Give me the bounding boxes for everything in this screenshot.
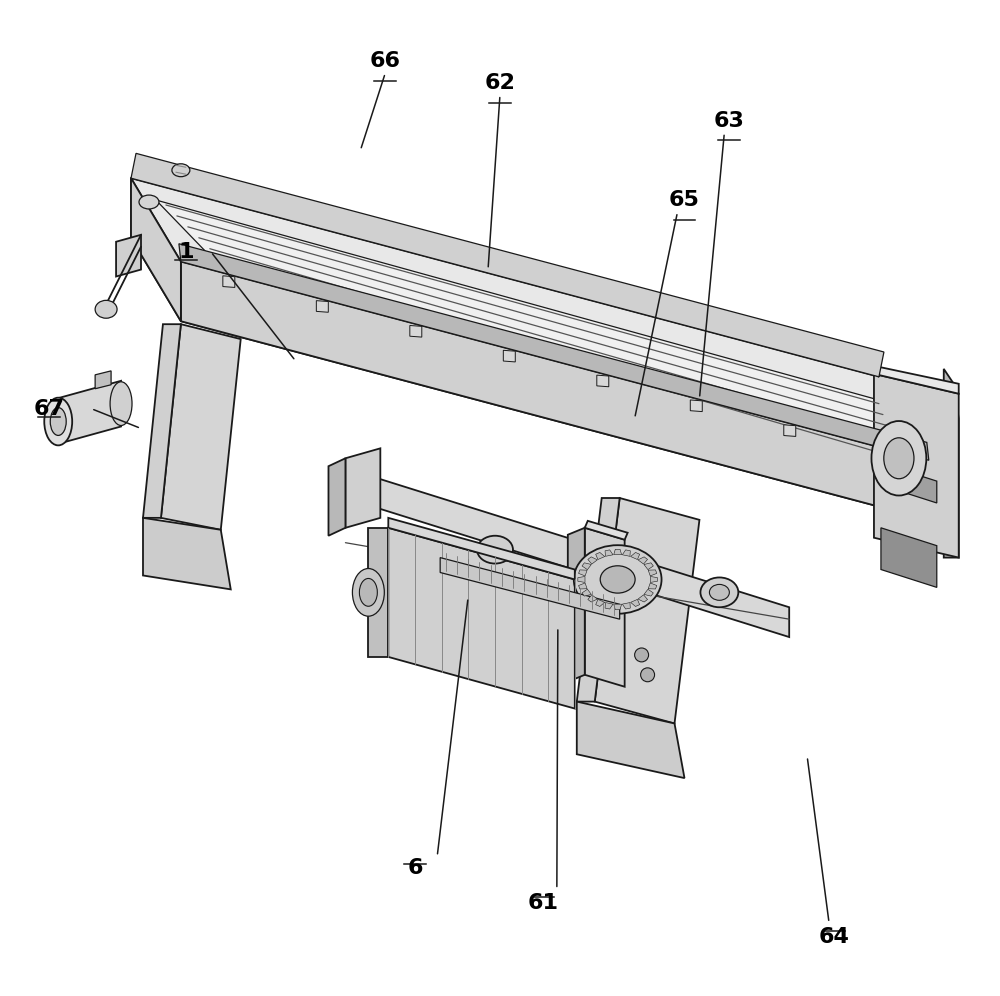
Polygon shape [874,374,959,558]
Text: 67: 67 [34,398,65,418]
Ellipse shape [871,421,926,496]
Polygon shape [881,528,937,588]
Polygon shape [328,458,345,536]
Polygon shape [179,244,929,460]
Ellipse shape [600,566,635,593]
Ellipse shape [139,195,159,209]
Text: 61: 61 [527,893,558,913]
Polygon shape [345,468,789,637]
Polygon shape [881,463,937,503]
Polygon shape [577,498,620,701]
Ellipse shape [50,407,66,435]
Polygon shape [116,235,141,277]
Polygon shape [143,518,231,590]
Polygon shape [345,448,380,528]
Polygon shape [596,553,605,560]
Ellipse shape [574,545,662,614]
Polygon shape [614,605,622,610]
Polygon shape [585,528,625,686]
Polygon shape [631,553,640,560]
Polygon shape [181,262,929,520]
Polygon shape [650,577,657,583]
Polygon shape [877,449,889,461]
Polygon shape [784,425,796,436]
Polygon shape [588,595,597,602]
Polygon shape [622,550,630,557]
Polygon shape [568,528,585,681]
Polygon shape [410,326,422,337]
Ellipse shape [709,585,729,601]
Ellipse shape [477,536,513,564]
Polygon shape [690,400,702,411]
Polygon shape [131,153,884,376]
Polygon shape [388,528,575,708]
Text: 1: 1 [178,242,194,262]
Polygon shape [631,600,640,607]
Polygon shape [95,371,111,388]
Ellipse shape [359,579,377,607]
Polygon shape [582,590,591,596]
Polygon shape [638,557,648,564]
Polygon shape [605,550,613,557]
Polygon shape [161,324,241,530]
Polygon shape [597,375,609,386]
Circle shape [635,648,649,662]
Polygon shape [648,570,657,576]
Ellipse shape [95,301,117,319]
Polygon shape [388,518,575,580]
Text: 65: 65 [669,190,700,210]
Text: 66: 66 [370,51,401,71]
Polygon shape [944,369,959,558]
Polygon shape [644,590,653,596]
Polygon shape [368,528,388,657]
Polygon shape [577,701,684,778]
Polygon shape [503,351,515,362]
Polygon shape [614,550,622,555]
Ellipse shape [700,578,738,608]
Polygon shape [595,498,699,723]
Polygon shape [605,603,613,609]
Ellipse shape [172,163,190,176]
Polygon shape [579,583,587,589]
Polygon shape [585,521,628,540]
Ellipse shape [352,569,384,617]
Polygon shape [131,178,879,436]
Text: 64: 64 [819,927,850,947]
Polygon shape [56,380,121,444]
Polygon shape [156,200,904,450]
Polygon shape [596,600,605,607]
Polygon shape [143,324,181,518]
Polygon shape [316,301,328,313]
Polygon shape [440,558,620,620]
Text: 62: 62 [485,73,515,93]
Polygon shape [223,276,235,288]
Ellipse shape [884,438,914,479]
Circle shape [641,668,655,681]
Ellipse shape [44,397,72,445]
Polygon shape [874,367,959,393]
Polygon shape [131,238,929,520]
Polygon shape [638,595,648,602]
Text: 6: 6 [407,859,423,878]
Polygon shape [579,570,587,576]
Text: 63: 63 [714,111,745,130]
Polygon shape [622,603,630,609]
Polygon shape [588,557,597,564]
Polygon shape [582,563,591,570]
Polygon shape [644,563,653,570]
Polygon shape [648,583,657,589]
Polygon shape [131,178,181,321]
Ellipse shape [110,381,132,425]
Polygon shape [578,577,585,583]
Polygon shape [131,178,929,460]
